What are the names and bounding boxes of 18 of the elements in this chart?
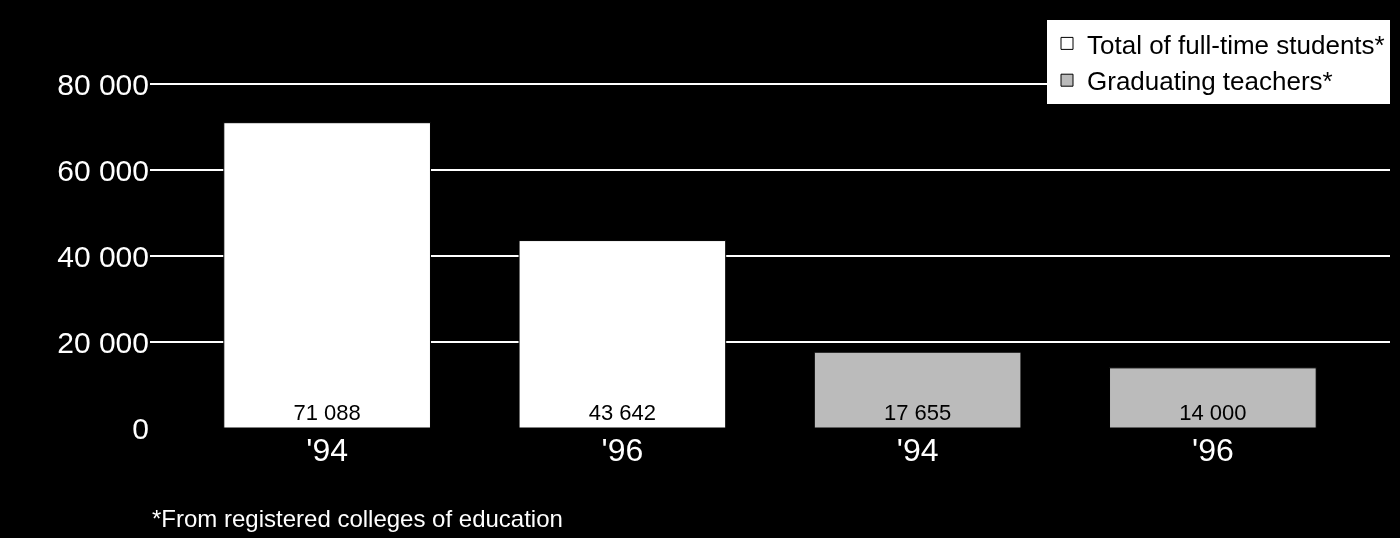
data-label: 17 655: [883, 400, 952, 425]
x-tick-label: '96: [1192, 432, 1234, 468]
legend-label: Total of full-time students*: [1087, 29, 1385, 60]
data-label: 71 088: [293, 400, 361, 425]
data-label: 14 000: [1179, 400, 1247, 425]
y-tick-label: 80 000: [57, 67, 149, 101]
text: *From registered colleges of education: [152, 505, 563, 532]
x-tick-label: '96: [601, 432, 644, 468]
bar: [1109, 367, 1317, 428]
y-tick-label: 40 000: [57, 239, 149, 273]
bar: [813, 351, 1022, 428]
x-tick-label: '94: [306, 432, 348, 468]
x-tick-label: '94: [896, 432, 939, 468]
legend-label: Graduating teachers*: [1087, 66, 1333, 97]
y-tick-label: 0: [132, 411, 149, 445]
y-tick-label: 20 000: [57, 325, 149, 359]
y-tick-label: 60 000: [57, 153, 149, 187]
data-label: 43 642: [588, 400, 657, 425]
